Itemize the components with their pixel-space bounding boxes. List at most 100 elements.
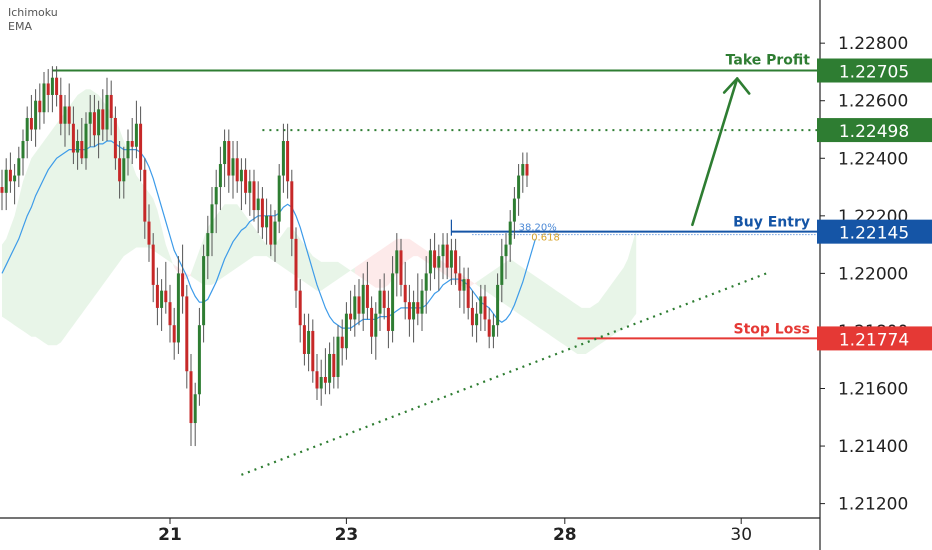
price-axis[interactable]: 1.228001.226001.224001.222001.220001.218… — [819, 0, 908, 550]
projection-arrow-head — [722, 77, 751, 95]
candle-body-102 — [428, 250, 432, 274]
indicator-label-ema: EMA — [8, 20, 32, 33]
candle-body-22 — [92, 112, 96, 136]
candle-body-89 — [374, 313, 378, 337]
buy_entry-badge-value: 1.22145 — [839, 224, 909, 244]
candle-body-6 — [25, 117, 29, 142]
candle-body-50 — [210, 204, 214, 234]
candle-body-25 — [105, 94, 109, 130]
chart-annotations: 38.20%0.618 Take Profit Buy Entry Stop Loss — [52, 53, 819, 476]
candle-body-123 — [517, 175, 521, 199]
candle-body-7 — [29, 117, 33, 130]
candle-body-92 — [386, 307, 390, 331]
candle-body-72 — [302, 325, 306, 354]
candle-body-114 — [479, 296, 483, 314]
candle-body-67 — [281, 141, 285, 176]
candle-body-65 — [273, 221, 277, 245]
candle-body-12 — [50, 77, 54, 95]
candle-body-77 — [323, 376, 327, 383]
resistance-badge-value: 1.22498 — [839, 122, 909, 142]
candle-body-109 — [458, 273, 462, 291]
candle-body-125 — [525, 164, 529, 176]
price-tick-label-2: 1.22400 — [838, 149, 908, 169]
candle-body-18 — [76, 141, 80, 153]
stop_loss-badge-value: 1.21774 — [839, 330, 909, 350]
candle-body-74 — [311, 330, 315, 372]
candle-body-88 — [370, 307, 374, 337]
candle-body-55 — [231, 158, 235, 176]
fib-label-618: 0.618 — [531, 233, 560, 244]
candle-body-107 — [449, 250, 453, 268]
candle-body-40 — [168, 302, 172, 326]
candle-body-70 — [294, 238, 298, 291]
candle-body-124 — [521, 164, 525, 176]
candle-body-21 — [88, 112, 92, 124]
candle-body-71 — [298, 290, 302, 326]
candle-body-4 — [17, 158, 21, 176]
candle-body-23 — [97, 109, 101, 136]
candle-body-14 — [59, 94, 63, 124]
candle-body-39 — [164, 290, 168, 303]
take_profit-badge — [817, 58, 932, 83]
time-tick-label-3: 30 — [730, 525, 752, 545]
candle-body-0 — [0, 187, 4, 193]
candle-body-84 — [353, 296, 357, 320]
stop_loss-badge — [817, 326, 932, 351]
candle-body-93 — [391, 273, 395, 331]
candle-body-56 — [235, 158, 239, 182]
candle-body-47 — [197, 325, 201, 395]
candle-body-116 — [487, 319, 491, 337]
candle-body-24 — [101, 109, 105, 130]
candle-body-90 — [378, 290, 382, 314]
price-tick-label-6: 1.21600 — [838, 380, 908, 400]
candle-body-36 — [151, 244, 155, 285]
candle-body-5 — [21, 141, 25, 159]
candle-body-46 — [193, 394, 197, 424]
candle-body-99 — [416, 302, 420, 314]
candle-body-53 — [223, 141, 227, 165]
candle-body-64 — [269, 215, 273, 245]
candle-body-95 — [399, 250, 403, 285]
candle-body-16 — [67, 106, 71, 124]
support-trendline — [241, 272, 767, 476]
candle-body-101 — [424, 273, 428, 291]
candle-body-44 — [185, 296, 189, 372]
candle-body-17 — [71, 123, 75, 153]
candle-body-115 — [483, 296, 487, 320]
candle-body-2 — [8, 169, 12, 182]
candle-body-30 — [126, 141, 130, 159]
candle-body-13 — [55, 77, 59, 95]
candle-body-10 — [42, 83, 46, 113]
candle-body-97 — [407, 302, 411, 320]
price-tick-label-1: 1.22600 — [838, 92, 908, 112]
price-tick-label-8: 1.21200 — [838, 495, 908, 515]
candle-body-106 — [445, 244, 449, 268]
candle-body-37 — [155, 284, 159, 308]
candle-body-117 — [491, 325, 495, 337]
candle-body-79 — [332, 353, 336, 377]
time-tick-label-1: 23 — [335, 525, 359, 545]
time-axis[interactable]: 21 23 28 30 — [0, 517, 820, 545]
time-tick-label-2: 28 — [553, 525, 577, 545]
cloud-segment-0 — [2, 89, 175, 346]
candle-body-96 — [403, 284, 407, 303]
candle-body-60 — [252, 181, 256, 211]
candle-body-91 — [382, 290, 386, 308]
price-tick-label-0: 1.22800 — [838, 34, 908, 54]
candle-body-120 — [504, 244, 508, 257]
cloud-segment-4 — [476, 230, 637, 354]
candle-body-75 — [315, 371, 319, 389]
cloud-segment-3 — [354, 238, 477, 288]
candle-body-94 — [395, 250, 399, 274]
candle-body-98 — [412, 302, 416, 320]
candle-body-87 — [365, 284, 369, 308]
candle-body-3 — [13, 175, 17, 182]
candle-body-121 — [508, 221, 512, 245]
candle-body-31 — [130, 141, 134, 147]
candle-body-45 — [189, 371, 193, 424]
candle-body-105 — [441, 244, 445, 257]
candle-body-58 — [244, 169, 248, 193]
candle-body-61 — [256, 198, 260, 211]
candle-body-73 — [307, 330, 311, 354]
